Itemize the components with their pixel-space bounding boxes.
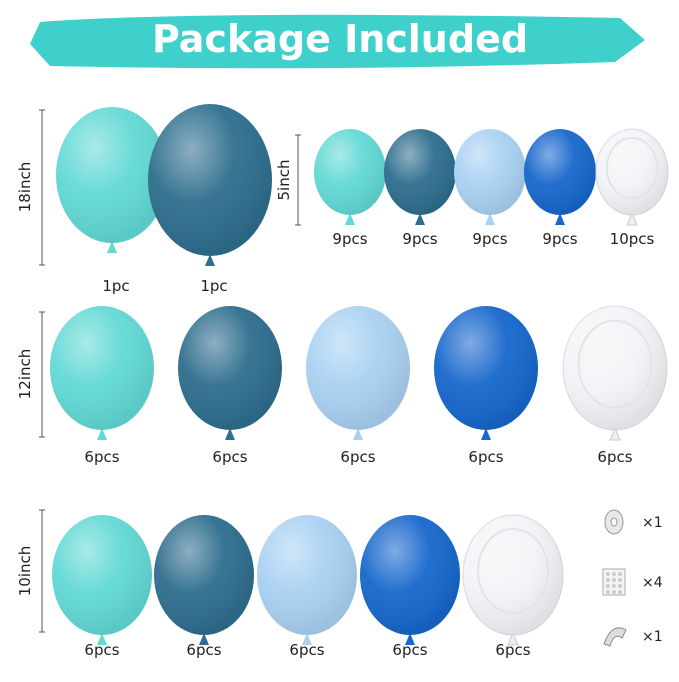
quantity: 1pc (200, 277, 227, 295)
balloon-inner (477, 528, 549, 614)
balloon-knot (345, 213, 355, 225)
quantity: 6pcs (84, 448, 119, 466)
quantity: 6pcs (289, 641, 324, 659)
quantity: 6pcs (340, 448, 375, 466)
accessory-quantity: ×1 (642, 629, 663, 645)
quantity: 6pcs (392, 641, 427, 659)
balloon-shine (463, 515, 563, 635)
balloon-shine (178, 306, 282, 430)
ribbon-hole (610, 517, 618, 527)
balloon-knot (353, 428, 363, 440)
balloon-shine (52, 515, 152, 635)
quantity: 6pcs (468, 448, 503, 466)
size-label: 12inch (16, 349, 34, 400)
balloon-shine (524, 129, 596, 215)
quantity: 6pcs (84, 641, 119, 659)
balloon-tool (603, 627, 627, 647)
balloon-knot (485, 213, 495, 225)
balloon-shine (56, 107, 168, 243)
balloon-shine (384, 129, 456, 215)
balloon-knot (199, 633, 209, 645)
glue-dot (612, 590, 616, 594)
glue-dot (618, 572, 622, 576)
glue-dot (606, 584, 610, 588)
glue-dot (612, 584, 616, 588)
quantity: 9pcs (472, 230, 507, 248)
balloon-knot (107, 241, 117, 253)
quantity: 10pcs (610, 230, 655, 248)
accessory-quantity: ×4 (642, 575, 663, 591)
balloon-shine (306, 306, 410, 430)
balloon-knot (626, 211, 638, 226)
quantity: 1pc (102, 277, 129, 295)
quantity: 6pcs (186, 641, 221, 659)
balloon-knot (225, 428, 235, 440)
glue-dot (612, 572, 616, 576)
balloon-inner (605, 136, 659, 200)
glue-dot (618, 584, 622, 588)
glue-dot (606, 572, 610, 576)
quantity: 6pcs (495, 641, 530, 659)
balloon-shine (50, 306, 154, 430)
size-label: 18inch (16, 162, 34, 213)
balloon-shine (454, 129, 526, 215)
balloon-knot (302, 633, 312, 645)
balloon-shine (257, 515, 357, 635)
balloon-knot (415, 213, 425, 225)
title: Package Included (152, 17, 528, 61)
glue-dot (606, 578, 610, 582)
quantity: 9pcs (542, 230, 577, 248)
balloon-shine (154, 515, 254, 635)
balloon-shine (314, 129, 386, 215)
balloon-knot (97, 633, 107, 645)
quantity: 9pcs (332, 230, 367, 248)
glue-dot (606, 590, 610, 594)
quantity: 6pcs (597, 448, 632, 466)
balloon-shine (148, 104, 272, 256)
balloon-shine (360, 515, 460, 635)
balloon-shine (434, 306, 538, 430)
size-label: 10inch (16, 546, 34, 597)
balloon-knot (555, 213, 565, 225)
glue-dot (612, 578, 616, 582)
balloon-knot (97, 428, 107, 440)
balloon-shine (563, 306, 667, 430)
balloon-knot (405, 633, 415, 645)
quantity: 9pcs (402, 230, 437, 248)
balloon-shine (596, 129, 668, 215)
balloon-knot (609, 426, 621, 441)
size-label: 5inch (275, 160, 293, 201)
balloon-knot (481, 428, 491, 440)
balloon-knot (205, 254, 215, 266)
accessory-quantity: ×1 (642, 515, 663, 531)
glue-dot (618, 590, 622, 594)
title-brush (30, 14, 645, 69)
quantity: 6pcs (212, 448, 247, 466)
balloon-inner (577, 319, 653, 409)
glue-dot (618, 578, 622, 582)
balloon-knot (507, 631, 519, 646)
